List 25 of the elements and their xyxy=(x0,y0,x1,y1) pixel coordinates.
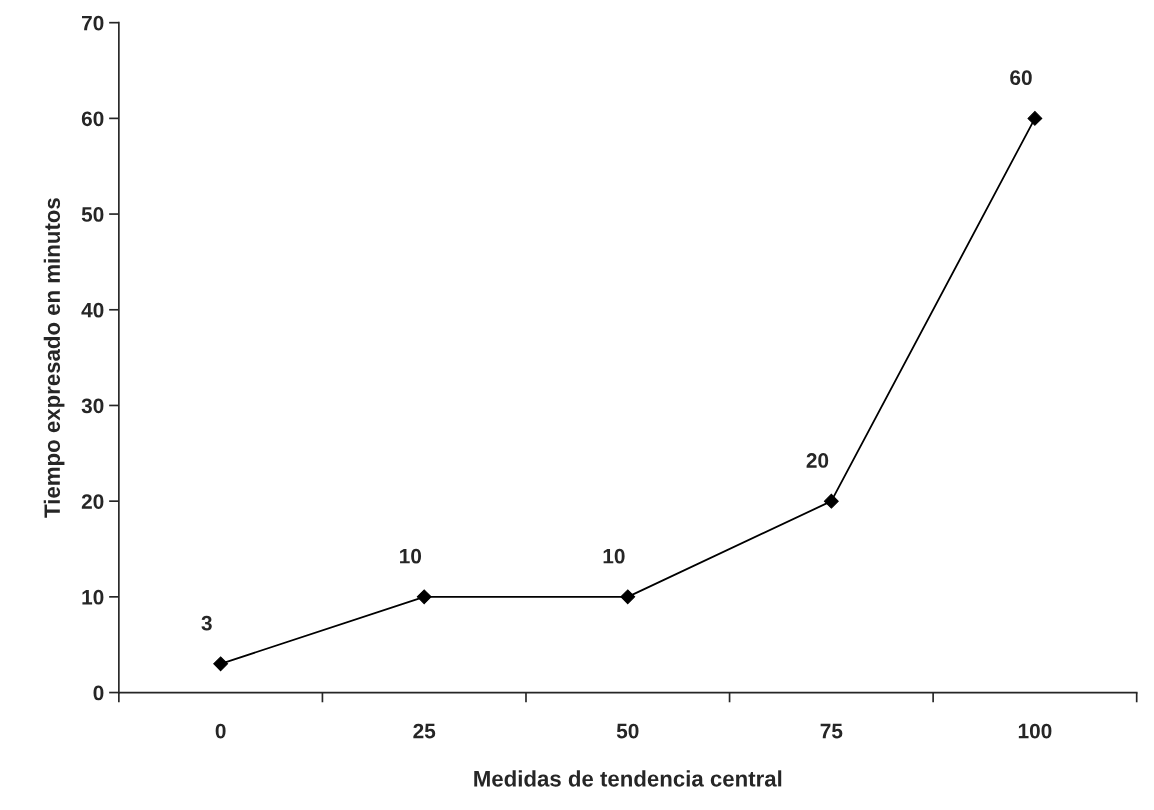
y-tick-label: 10 xyxy=(82,589,104,605)
x-tick-label: 0 xyxy=(215,723,226,739)
data-label: 20 xyxy=(806,453,829,468)
y-tick-label: 0 xyxy=(93,685,104,701)
point xyxy=(620,589,636,605)
point xyxy=(213,656,229,672)
point xyxy=(416,589,432,605)
data-label: 3 xyxy=(201,615,212,631)
data-label: 10 xyxy=(603,548,625,564)
y-tick-label: 50 xyxy=(81,207,104,222)
x-tick-label: 75 xyxy=(820,723,843,739)
data-label: 60 xyxy=(1010,70,1032,86)
point xyxy=(823,493,839,509)
x-tick-label: 50 xyxy=(616,723,639,739)
x-axis-title: Medidas de tendencia central xyxy=(474,770,782,787)
x-tick-label: 25 xyxy=(413,723,436,739)
y-tick-label: 40 xyxy=(81,302,104,318)
y-axis-title: Tiempo expresado en minutos xyxy=(43,198,65,518)
data-label: 10 xyxy=(400,548,422,564)
x-tick-label: 100 xyxy=(1018,723,1052,739)
y-tick-label: 20 xyxy=(81,494,104,509)
y-tick-label: 60 xyxy=(81,111,104,127)
y-tick-label: 70 xyxy=(82,15,104,31)
point xyxy=(1027,110,1043,126)
y-tick-label: 30 xyxy=(81,398,104,414)
